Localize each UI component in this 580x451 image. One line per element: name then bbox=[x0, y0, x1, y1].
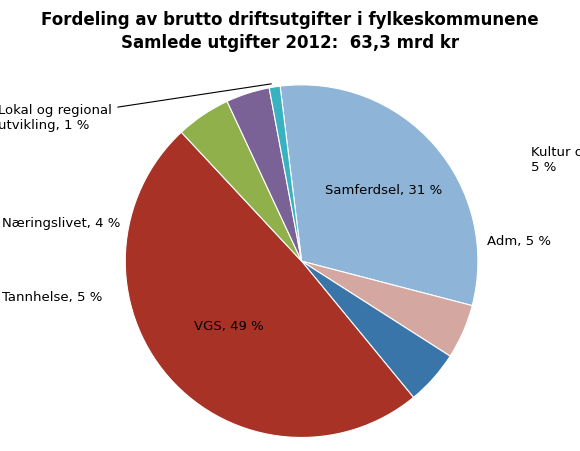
Wedge shape bbox=[182, 102, 302, 262]
Text: Kultur og idrett,
5 %: Kultur og idrett, 5 % bbox=[531, 146, 580, 174]
Wedge shape bbox=[302, 262, 472, 356]
Wedge shape bbox=[125, 133, 414, 437]
Text: Samlede utgifter 2012:  63,3 mrd kr: Samlede utgifter 2012: 63,3 mrd kr bbox=[121, 34, 459, 52]
Text: Tannhelse, 5 %: Tannhelse, 5 % bbox=[2, 290, 102, 303]
Text: Adm, 5 %: Adm, 5 % bbox=[487, 234, 551, 247]
Wedge shape bbox=[227, 89, 302, 262]
Text: Næringslivet, 4 %: Næringslivet, 4 % bbox=[2, 216, 120, 230]
Text: Samferdsel, 31 %: Samferdsel, 31 % bbox=[325, 183, 443, 196]
Wedge shape bbox=[269, 87, 302, 262]
Text: Lokal og regional
utvikling, 1 %: Lokal og regional utvikling, 1 % bbox=[0, 85, 271, 131]
Wedge shape bbox=[280, 86, 478, 306]
Wedge shape bbox=[302, 262, 450, 397]
Text: Fordeling av brutto driftsutgifter i fylkeskommunene: Fordeling av brutto driftsutgifter i fyl… bbox=[41, 11, 539, 29]
Text: VGS, 49 %: VGS, 49 % bbox=[194, 319, 263, 332]
